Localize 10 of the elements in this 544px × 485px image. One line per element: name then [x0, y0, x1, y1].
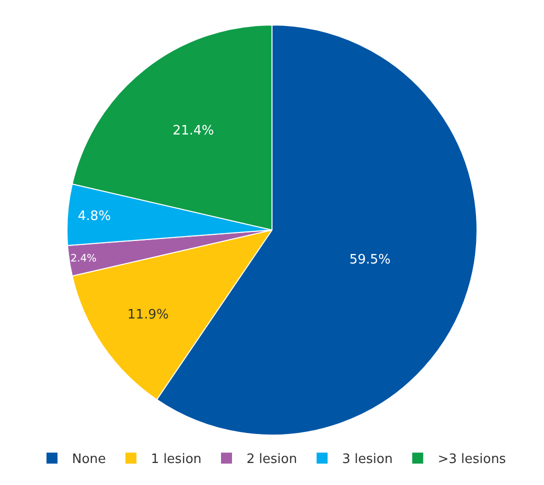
data-label: 11.9%: [127, 307, 169, 322]
data-label: 2.4%: [70, 252, 97, 264]
data-label: 21.4%: [172, 124, 214, 139]
legend-label: None: [72, 452, 106, 468]
legend-label: >3 lesions: [438, 452, 506, 468]
data-label: 4.8%: [78, 209, 111, 224]
legend-label: 2 lesion: [246, 452, 298, 468]
legend-label: 3 lesion: [342, 452, 393, 468]
data-label: 59.5%: [349, 252, 391, 268]
legend-label: 1 lesion: [150, 452, 202, 468]
